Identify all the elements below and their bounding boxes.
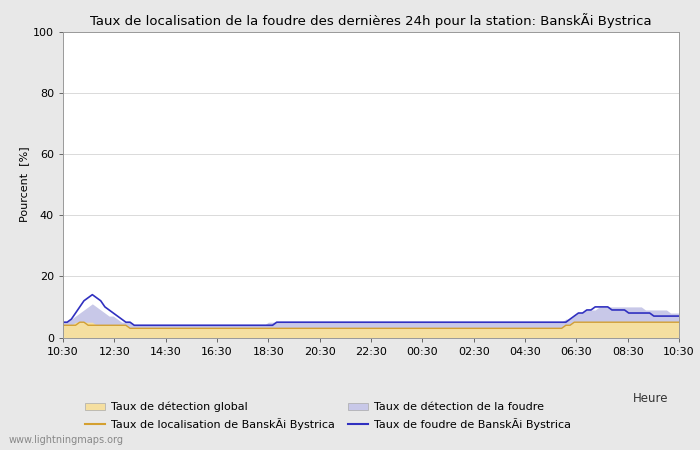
- Legend: Taux de détection global, Taux de localisation de BanskÃi Bystrica, Taux de déte: Taux de détection global, Taux de locali…: [85, 402, 570, 430]
- Y-axis label: Pourcent  [%]: Pourcent [%]: [19, 147, 29, 222]
- Text: www.lightningmaps.org: www.lightningmaps.org: [8, 435, 123, 445]
- Text: Heure: Heure: [633, 392, 668, 405]
- Title: Taux de localisation de la foudre des dernières 24h pour la station: BanskÃi Bys: Taux de localisation de la foudre des de…: [90, 13, 652, 27]
